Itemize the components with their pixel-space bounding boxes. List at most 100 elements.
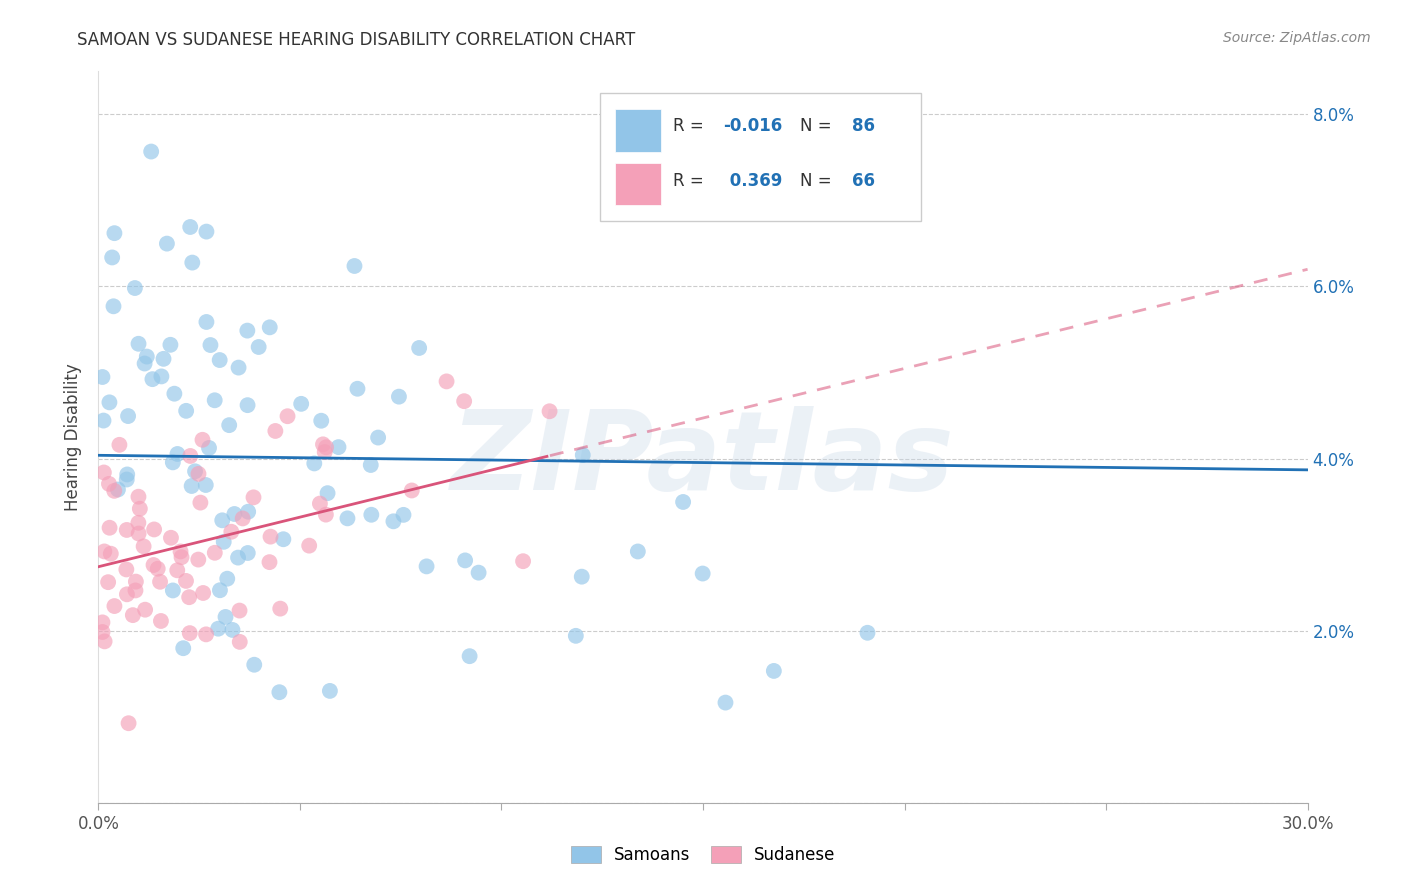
- Sudanese: [117, 716, 139, 731]
- Samoans: [309, 414, 332, 428]
- Samoans: [415, 559, 437, 574]
- Sudanese: [259, 530, 281, 544]
- Samoans: [212, 534, 235, 549]
- Samoans: [101, 251, 124, 265]
- Sudanese: [228, 604, 250, 618]
- Samoans: [672, 495, 695, 509]
- Sudanese: [98, 521, 121, 535]
- Samoans: [135, 350, 157, 364]
- Sudanese: [115, 523, 138, 537]
- Samoans: [454, 553, 477, 567]
- Sudanese: [115, 587, 138, 601]
- Text: SAMOAN VS SUDANESE HEARING DISABILITY CORRELATION CHART: SAMOAN VS SUDANESE HEARING DISABILITY CO…: [77, 31, 636, 49]
- Sudanese: [174, 574, 197, 588]
- Sudanese: [149, 614, 172, 628]
- Samoans: [174, 404, 197, 418]
- Sudanese: [314, 445, 336, 459]
- Samoans: [184, 464, 207, 478]
- Samoans: [91, 370, 114, 384]
- Sudanese: [160, 531, 183, 545]
- Samoans: [198, 441, 221, 455]
- Samoans: [226, 550, 249, 565]
- Samoans: [163, 386, 186, 401]
- Samoans: [204, 393, 226, 408]
- Sudanese: [127, 490, 149, 504]
- Sudanese: [512, 554, 534, 568]
- Samoans: [346, 382, 368, 396]
- Sudanese: [436, 375, 458, 389]
- Samoans: [141, 372, 163, 386]
- Samoans: [103, 226, 125, 240]
- Samoans: [180, 479, 202, 493]
- Samoans: [214, 610, 236, 624]
- Sudanese: [124, 583, 146, 598]
- Samoans: [571, 448, 593, 462]
- Sudanese: [264, 424, 287, 438]
- Samoans: [467, 566, 489, 580]
- Sudanese: [179, 591, 201, 605]
- Samoans: [150, 369, 173, 384]
- Sudanese: [191, 586, 214, 600]
- Sudanese: [204, 546, 226, 560]
- Sudanese: [115, 562, 138, 576]
- Samoans: [458, 649, 481, 664]
- Sudanese: [121, 608, 143, 623]
- Sudanese: [187, 467, 209, 481]
- Sudanese: [191, 433, 214, 447]
- Samoans: [367, 431, 389, 445]
- Samoans: [194, 478, 217, 492]
- Samoans: [208, 353, 231, 368]
- Samoans: [408, 341, 430, 355]
- Samoans: [211, 513, 233, 527]
- Samoans: [156, 236, 179, 251]
- Samoans: [856, 625, 879, 640]
- Legend: Samoans, Sudanese: Samoans, Sudanese: [571, 846, 835, 864]
- Sudanese: [127, 516, 149, 530]
- FancyBboxPatch shape: [614, 162, 661, 205]
- Sudanese: [128, 501, 150, 516]
- Samoans: [627, 544, 650, 558]
- Text: ZIPatlas: ZIPatlas: [451, 406, 955, 513]
- Sudanese: [93, 544, 115, 558]
- Sudanese: [128, 526, 150, 541]
- Sudanese: [100, 547, 122, 561]
- Samoans: [103, 299, 125, 313]
- Sudanese: [276, 409, 298, 424]
- Sudanese: [166, 563, 188, 577]
- Samoans: [388, 390, 411, 404]
- Samoans: [124, 281, 146, 295]
- Samoans: [238, 505, 260, 519]
- Samoans: [128, 336, 150, 351]
- Sudanese: [312, 437, 335, 451]
- Sudanese: [229, 635, 252, 649]
- Samoans: [328, 440, 350, 454]
- Samoans: [269, 685, 291, 699]
- Sudanese: [221, 524, 243, 539]
- Text: 86: 86: [852, 117, 875, 136]
- Sudanese: [97, 575, 120, 590]
- Samoans: [217, 572, 239, 586]
- FancyBboxPatch shape: [600, 94, 921, 221]
- Samoans: [221, 623, 243, 637]
- Text: 66: 66: [852, 172, 875, 190]
- Samoans: [166, 447, 188, 461]
- Sudanese: [269, 601, 291, 615]
- Samoans: [208, 583, 231, 598]
- Samoans: [236, 546, 259, 560]
- Samoans: [195, 225, 218, 239]
- Samoans: [236, 398, 259, 412]
- Samoans: [714, 696, 737, 710]
- Sudanese: [309, 497, 332, 511]
- Text: R =: R =: [672, 117, 709, 136]
- Sudanese: [232, 511, 254, 525]
- Text: N =: N =: [800, 117, 837, 136]
- Sudanese: [195, 627, 218, 641]
- Samoans: [141, 145, 163, 159]
- Samoans: [117, 409, 139, 423]
- Sudanese: [91, 615, 114, 630]
- Sudanese: [103, 483, 125, 498]
- Samoans: [382, 514, 405, 528]
- Text: Source: ZipAtlas.com: Source: ZipAtlas.com: [1223, 31, 1371, 45]
- Sudanese: [125, 574, 148, 589]
- Text: -0.016: -0.016: [724, 117, 783, 136]
